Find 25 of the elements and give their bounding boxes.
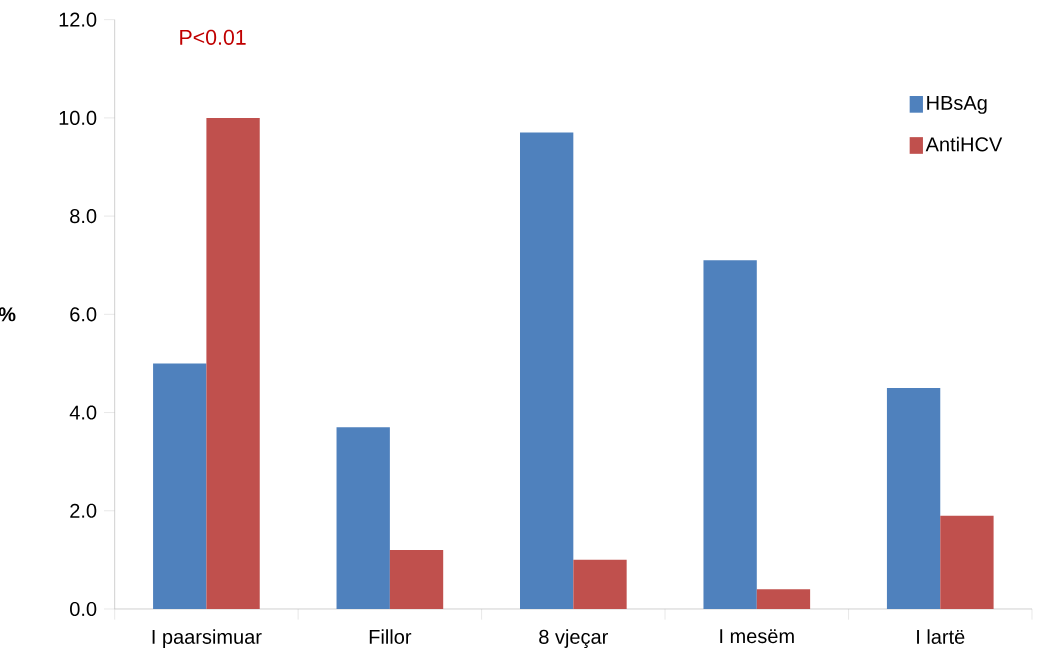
bar	[756, 589, 811, 609]
bar	[389, 550, 444, 609]
bar	[206, 117, 260, 609]
bar	[153, 363, 207, 609]
bar	[886, 387, 941, 609]
y-tick-label: 12.0	[59, 12, 97, 27]
bar	[940, 515, 994, 609]
y-tick-label: 10.0	[59, 110, 97, 125]
x-tick-label: Fillor	[369, 629, 412, 644]
bar	[336, 427, 390, 609]
y-tick-label: 4.0	[69, 405, 97, 420]
x-tick-label: I lartë	[917, 629, 965, 644]
x-tick-label: I mesëm	[720, 629, 794, 644]
legend-label: HBsAg	[927, 95, 987, 114]
bar	[520, 132, 574, 609]
legend-label: AntiHCV	[925, 136, 1003, 152]
annotation: P<0.01	[180, 29, 246, 45]
y-tick-label: 6.0	[70, 307, 97, 322]
y-tick-label: 2.0	[70, 503, 97, 518]
y-tick-label: 0.0	[70, 601, 97, 617]
x-tick-label: I paarsimuar	[152, 629, 262, 648]
bar	[703, 260, 757, 609]
x-tick-label: 8 vjeçar	[539, 629, 608, 648]
y-tick-label: 8.0	[70, 209, 97, 224]
bar	[573, 559, 627, 609]
